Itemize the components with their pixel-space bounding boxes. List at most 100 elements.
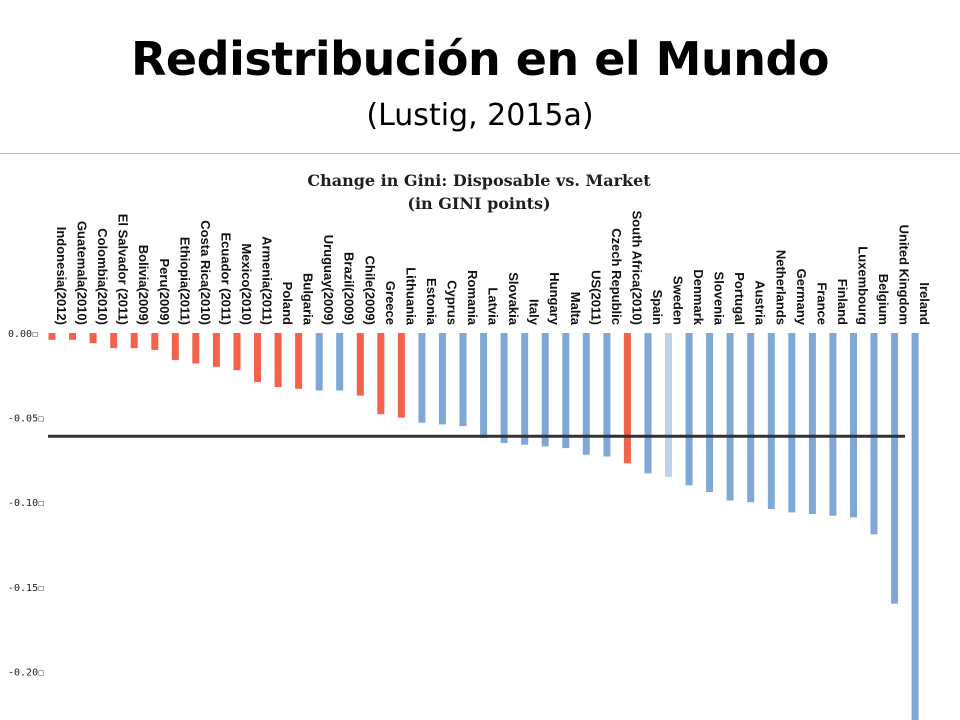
category-label: Slovakia [506, 272, 521, 326]
category-label: Colombia(2010) [95, 228, 110, 325]
y-axis: 0.00☐ -0.05☐ -0.10☐ -0.15☐ -0.20☐ [8, 329, 44, 678]
category-label: Cyprus [444, 280, 459, 325]
category-label: El Salvador (2011) [116, 214, 131, 325]
bar-bulgaria [295, 333, 303, 389]
y-tick-label: 0.00☐ [8, 329, 38, 340]
bar-hungary [541, 333, 549, 447]
title-divider [0, 153, 960, 154]
bar-el-salvador-2011 [110, 333, 118, 349]
category-label: Latvia [486, 287, 501, 325]
category-label: Italy [527, 299, 542, 326]
bar-finland [829, 333, 837, 516]
category-label: Ecuador (2011) [218, 233, 233, 326]
bar-estonia [418, 333, 426, 423]
category-label: Finland [835, 279, 850, 325]
category-label: Uruguay(2009) [321, 235, 336, 325]
bar-united-kingdom [891, 333, 899, 604]
bar-czech-republic [603, 333, 611, 457]
category-label: South Africa(2010) [629, 211, 644, 325]
category-label: Ireland [917, 282, 932, 325]
category-label: Portugal [732, 272, 747, 325]
category-label: Guatemala(2010) [75, 221, 90, 325]
bar-peru-2009 [151, 333, 159, 350]
category-label: Austria [753, 280, 768, 326]
bar-colombia-2010 [89, 333, 97, 344]
chart-title: Change in Gini: Disposable vs. Market [307, 171, 651, 190]
category-label: Brazil(2009) [342, 252, 357, 325]
bar-greece [377, 333, 385, 415]
category-label: Armenia(2011) [260, 236, 275, 325]
chart-subtitle: (in GINI points) [407, 194, 550, 213]
bar-uruguay-2009 [315, 333, 323, 391]
bar-us-2011 [582, 333, 590, 455]
bar-netherlands [767, 333, 775, 509]
gini-change-chart: Change in Gini: Disposable vs. Market (i… [0, 155, 960, 720]
bar-germany [788, 333, 796, 513]
y-tick-label: -0.20☐ [8, 667, 44, 678]
bar-portugal [726, 333, 734, 501]
bar-series [48, 333, 919, 720]
bar-belgium [870, 333, 878, 535]
category-label: Lithuania [403, 267, 418, 326]
category-label: US(2011) [588, 270, 603, 325]
category-label: Sweden [671, 276, 686, 325]
category-label: Mexico(2010) [239, 243, 254, 325]
category-label: Estonia [424, 278, 439, 326]
bar-slovenia [706, 333, 714, 492]
bar-austria [747, 333, 755, 503]
bar-ireland [911, 333, 919, 720]
category-label: Slovenia [712, 272, 727, 326]
category-label: Ethiopia(2011) [177, 237, 192, 325]
bar-chile-2009 [356, 333, 364, 396]
category-label: United Kingdom [897, 225, 912, 325]
category-label: Luxembourg [856, 246, 871, 325]
bar-mexico-2010 [233, 333, 241, 371]
y-tick-label: -0.05☐ [8, 414, 44, 425]
bar-france [808, 333, 816, 514]
category-label: Netherlands [773, 250, 788, 325]
bar-cyprus [438, 333, 446, 425]
bar-south-africa-2010 [623, 333, 631, 464]
bar-romania [459, 333, 467, 427]
bar-lithuania [397, 333, 405, 418]
category-label: Hungary [547, 272, 562, 326]
bar-costa-rica-2010 [192, 333, 200, 364]
category-label: Spain [650, 290, 665, 325]
bar-denmark [685, 333, 693, 486]
bar-slovakia [500, 333, 508, 443]
bar-bolivia-2009 [130, 333, 138, 349]
bar-ecuador-2011 [212, 333, 220, 367]
category-label: Bolivia(2009) [136, 245, 151, 325]
category-label: Chile(2009) [362, 256, 377, 325]
bar-armenia-2011 [254, 333, 261, 383]
category-label: Romania [465, 270, 480, 326]
category-label: Poland [280, 282, 295, 325]
category-label: Germany [794, 269, 809, 326]
category-label: Indonesia(2012) [54, 227, 69, 325]
bar-guatemala-2010 [69, 333, 76, 340]
chart-canvas: Change in Gini: Disposable vs. Market (i… [8, 171, 932, 720]
y-tick-label: -0.15☐ [8, 583, 44, 594]
bar-spain [644, 333, 652, 474]
bar-brazil-2009 [336, 333, 344, 391]
category-label: Czech Republic [609, 228, 624, 325]
y-tick-label: -0.10☐ [8, 498, 44, 509]
slide-title: Redistribución en el Mundo [131, 32, 829, 86]
category-label: Malta [568, 292, 583, 326]
category-label: Peru(2009) [157, 259, 172, 325]
bar-latvia [480, 333, 488, 438]
slide-subtitle: (Lustig, 2015a) [366, 98, 594, 133]
category-label: Greece [383, 281, 398, 325]
bar-italy [521, 333, 529, 445]
category-label: Costa Rica(2010) [198, 220, 213, 325]
bar-indonesia-2012 [48, 333, 56, 340]
bar-luxembourg [850, 333, 857, 518]
bar-sweden [665, 333, 672, 477]
bar-ethiopia-2011 [171, 333, 179, 361]
category-label: Bulgaria [301, 273, 316, 326]
category-label: Belgium [876, 274, 891, 325]
category-labels: Indonesia(2012) Guatemala(2010) Colombia(2… [54, 211, 932, 326]
category-label: Denmark [691, 269, 706, 325]
bar-poland [274, 333, 282, 388]
bar-malta [562, 333, 570, 449]
